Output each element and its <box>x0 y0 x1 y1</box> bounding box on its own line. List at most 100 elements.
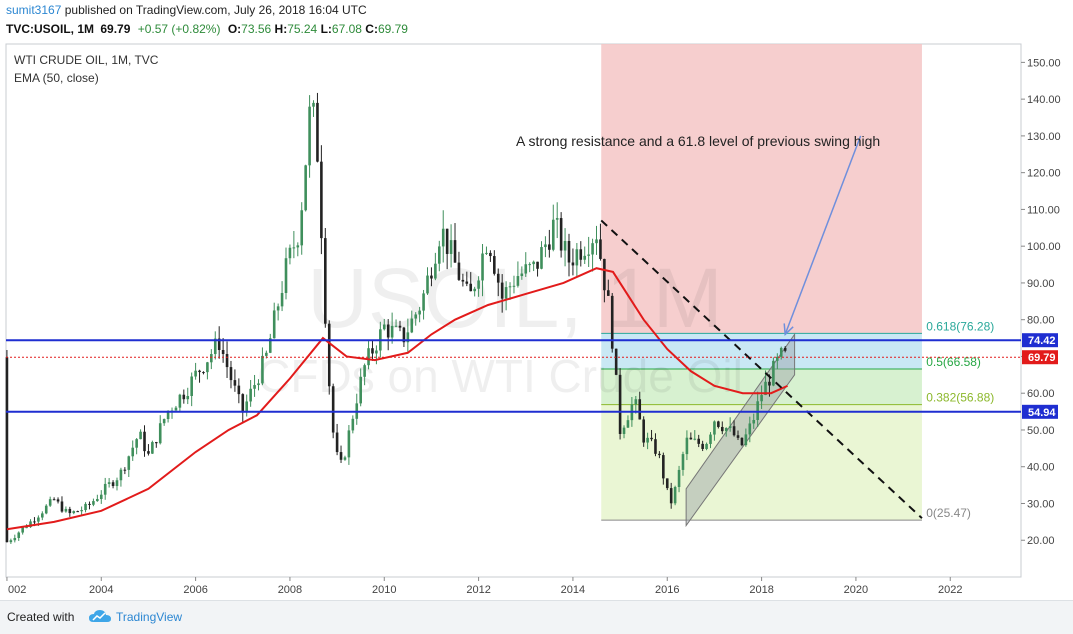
candle-body <box>162 419 166 424</box>
x-tick-label: 2022 <box>938 584 962 596</box>
candle-body <box>343 457 347 460</box>
candle-body <box>21 527 24 533</box>
candle-body <box>115 480 119 487</box>
candle-body <box>544 244 547 248</box>
candle-body <box>88 503 91 505</box>
annotation-arrow <box>784 135 862 335</box>
candle-body <box>402 327 406 343</box>
candle-body <box>555 218 559 220</box>
author-link[interactable]: sumit3167 <box>6 3 62 17</box>
candle-body <box>481 253 484 281</box>
candle-body <box>155 442 158 444</box>
candle-body <box>206 362 209 373</box>
candle-body <box>504 287 508 299</box>
y-tick-label: 150.00 <box>1027 57 1061 69</box>
candle-body <box>658 453 661 456</box>
candle-body <box>44 505 48 514</box>
y-tick-label: 110.00 <box>1027 204 1060 216</box>
axis-tag-last-bg <box>1022 350 1058 365</box>
candle-body <box>496 273 500 283</box>
candle-body <box>25 527 28 529</box>
candle-body <box>351 418 355 431</box>
candle-body <box>662 455 665 479</box>
last-price-text: 69.79 <box>100 22 131 36</box>
candle-body <box>728 426 732 428</box>
candle-body <box>477 280 480 289</box>
x-tick-label: 002 <box>8 584 26 596</box>
candle-body <box>174 407 178 411</box>
candle-body <box>426 275 429 294</box>
candle-body <box>272 310 276 339</box>
candle-body <box>559 218 563 251</box>
candle-body <box>673 487 677 504</box>
candle-body <box>48 499 52 506</box>
candle-body <box>603 258 606 291</box>
candle-body <box>324 238 327 324</box>
candle-body <box>669 488 673 504</box>
axis-tag-0-bg <box>1022 333 1058 348</box>
y-tick-label: 120.00 <box>1027 168 1061 180</box>
candle-body <box>308 106 311 166</box>
candle-body <box>221 350 225 355</box>
candle-body <box>347 430 351 458</box>
candle-body <box>194 370 197 377</box>
candle-body <box>776 356 779 361</box>
candle-body <box>437 246 441 264</box>
fib-label-2: 0.382(56.88) <box>926 391 994 405</box>
candle-body <box>587 254 590 256</box>
axis-tag-1-bg <box>1022 404 1058 419</box>
candle-body <box>265 352 268 356</box>
candle-body <box>249 388 252 402</box>
candle-body <box>52 499 56 501</box>
candle-body <box>638 399 642 420</box>
candle-body <box>634 399 638 405</box>
candle-body <box>551 219 555 250</box>
close-value: 69.79 <box>377 22 408 36</box>
x-tick-label: 2018 <box>749 584 773 596</box>
x-tick-label: 2016 <box>655 584 679 596</box>
candle-body <box>284 258 288 293</box>
candle-body <box>665 478 669 489</box>
candle-body <box>571 262 575 266</box>
candle-body <box>418 310 421 315</box>
candle-body <box>261 355 264 384</box>
candle-body <box>783 347 787 351</box>
y-tick-label: 100.00 <box>1027 241 1061 253</box>
candle-body <box>489 252 492 257</box>
ema-line <box>6 267 788 531</box>
x-tick-label: 2012 <box>466 584 490 596</box>
candle-body <box>217 338 221 351</box>
candle-body <box>626 420 630 428</box>
candle-body <box>650 437 653 440</box>
candle-body <box>685 437 689 455</box>
candle-body <box>371 348 374 354</box>
candle-body <box>579 249 583 260</box>
candle-body <box>469 283 473 292</box>
fib-zone-0 <box>601 44 922 334</box>
candle-body <box>107 482 111 484</box>
candle-body <box>779 347 783 357</box>
candle-body <box>56 499 60 502</box>
y-tick-label: 140.00 <box>1027 94 1061 106</box>
candle-body <box>610 295 614 349</box>
price-chart[interactable]: 0.618(76.28) 0.5(66.58) 0.382(56.88) 0(25.4… <box>0 42 1073 599</box>
candle-body <box>111 482 115 487</box>
candle-body <box>430 275 433 279</box>
x-tick-label: 2006 <box>183 584 207 596</box>
candle-body <box>296 245 300 248</box>
candle-body <box>410 318 414 333</box>
tradingview-label: TradingView <box>116 610 183 624</box>
candle-body <box>17 532 21 538</box>
symbol-name: TVC:USOIL, 1M <box>6 22 95 36</box>
candle-body <box>166 410 170 420</box>
candle-body <box>182 394 186 400</box>
candle-body <box>414 314 418 319</box>
candle-body <box>64 508 68 512</box>
candle-body <box>453 240 457 263</box>
candle-body <box>158 423 162 444</box>
candle-body <box>724 427 728 432</box>
chart-area[interactable]: 0.618(76.28) 0.5(66.58) 0.382(56.88) 0(25.4… <box>0 42 1073 599</box>
candle-body <box>677 469 681 488</box>
candle-body <box>41 513 44 518</box>
